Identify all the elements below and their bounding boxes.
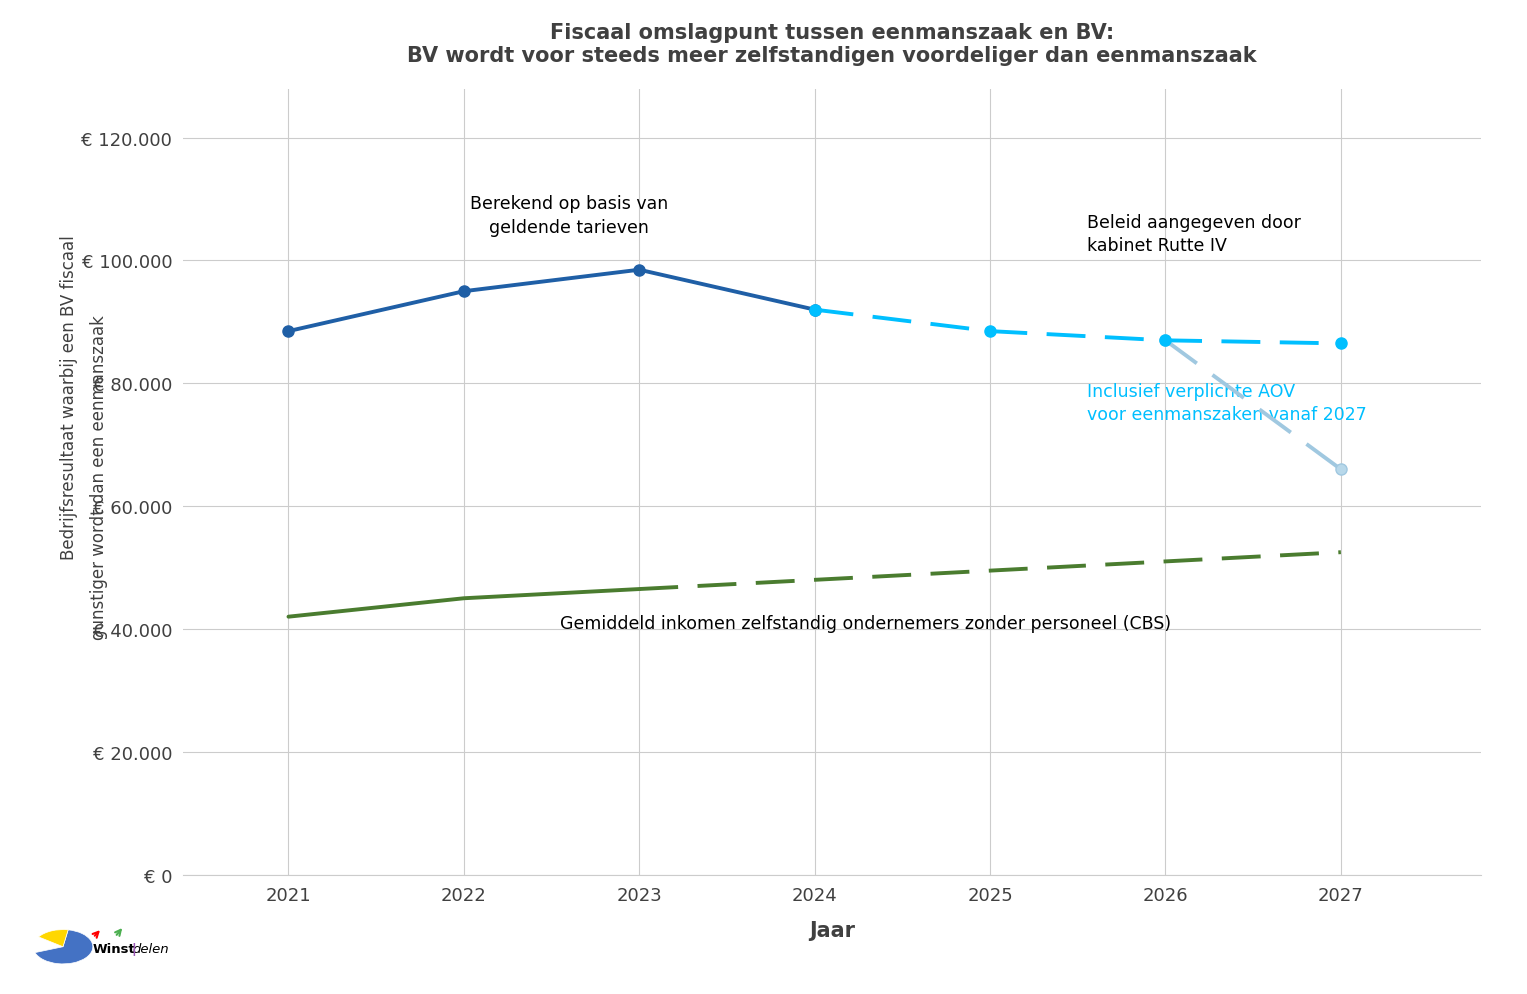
Title: Fiscaal omslagpunt tussen eenmanszaak en BV:
BV wordt voor steeds meer zelfstand: Fiscaal omslagpunt tussen eenmanszaak en… [408, 23, 1257, 66]
Text: Gemiddeld inkomen zelfstandig ondernemers zonder personeel (CBS): Gemiddeld inkomen zelfstandig ondernemer… [560, 614, 1171, 632]
Text: Bedrijfsresultaat waarbij een BV fiscaal: Bedrijfsresultaat waarbij een BV fiscaal [60, 236, 78, 560]
Text: |: | [131, 941, 136, 955]
Text: Berekend op basis van
geldende tarieven: Berekend op basis van geldende tarieven [470, 195, 669, 237]
X-axis label: Jaar: Jaar [809, 920, 855, 940]
Text: Inclusief verplichte AOV
voor eenmanszaken vanaf 2027: Inclusief verplichte AOV voor eenmanszak… [1087, 383, 1367, 423]
Wedge shape [35, 930, 93, 964]
Text: Beleid aangegeven door
kabinet Rutte IV: Beleid aangegeven door kabinet Rutte IV [1087, 214, 1301, 255]
Text: gunstiger wordt dan een eenmanszaak: gunstiger wordt dan een eenmanszaak [90, 315, 108, 639]
Wedge shape [38, 929, 69, 946]
Text: delen: delen [133, 941, 169, 955]
Text: Winst: Winst [93, 941, 136, 955]
